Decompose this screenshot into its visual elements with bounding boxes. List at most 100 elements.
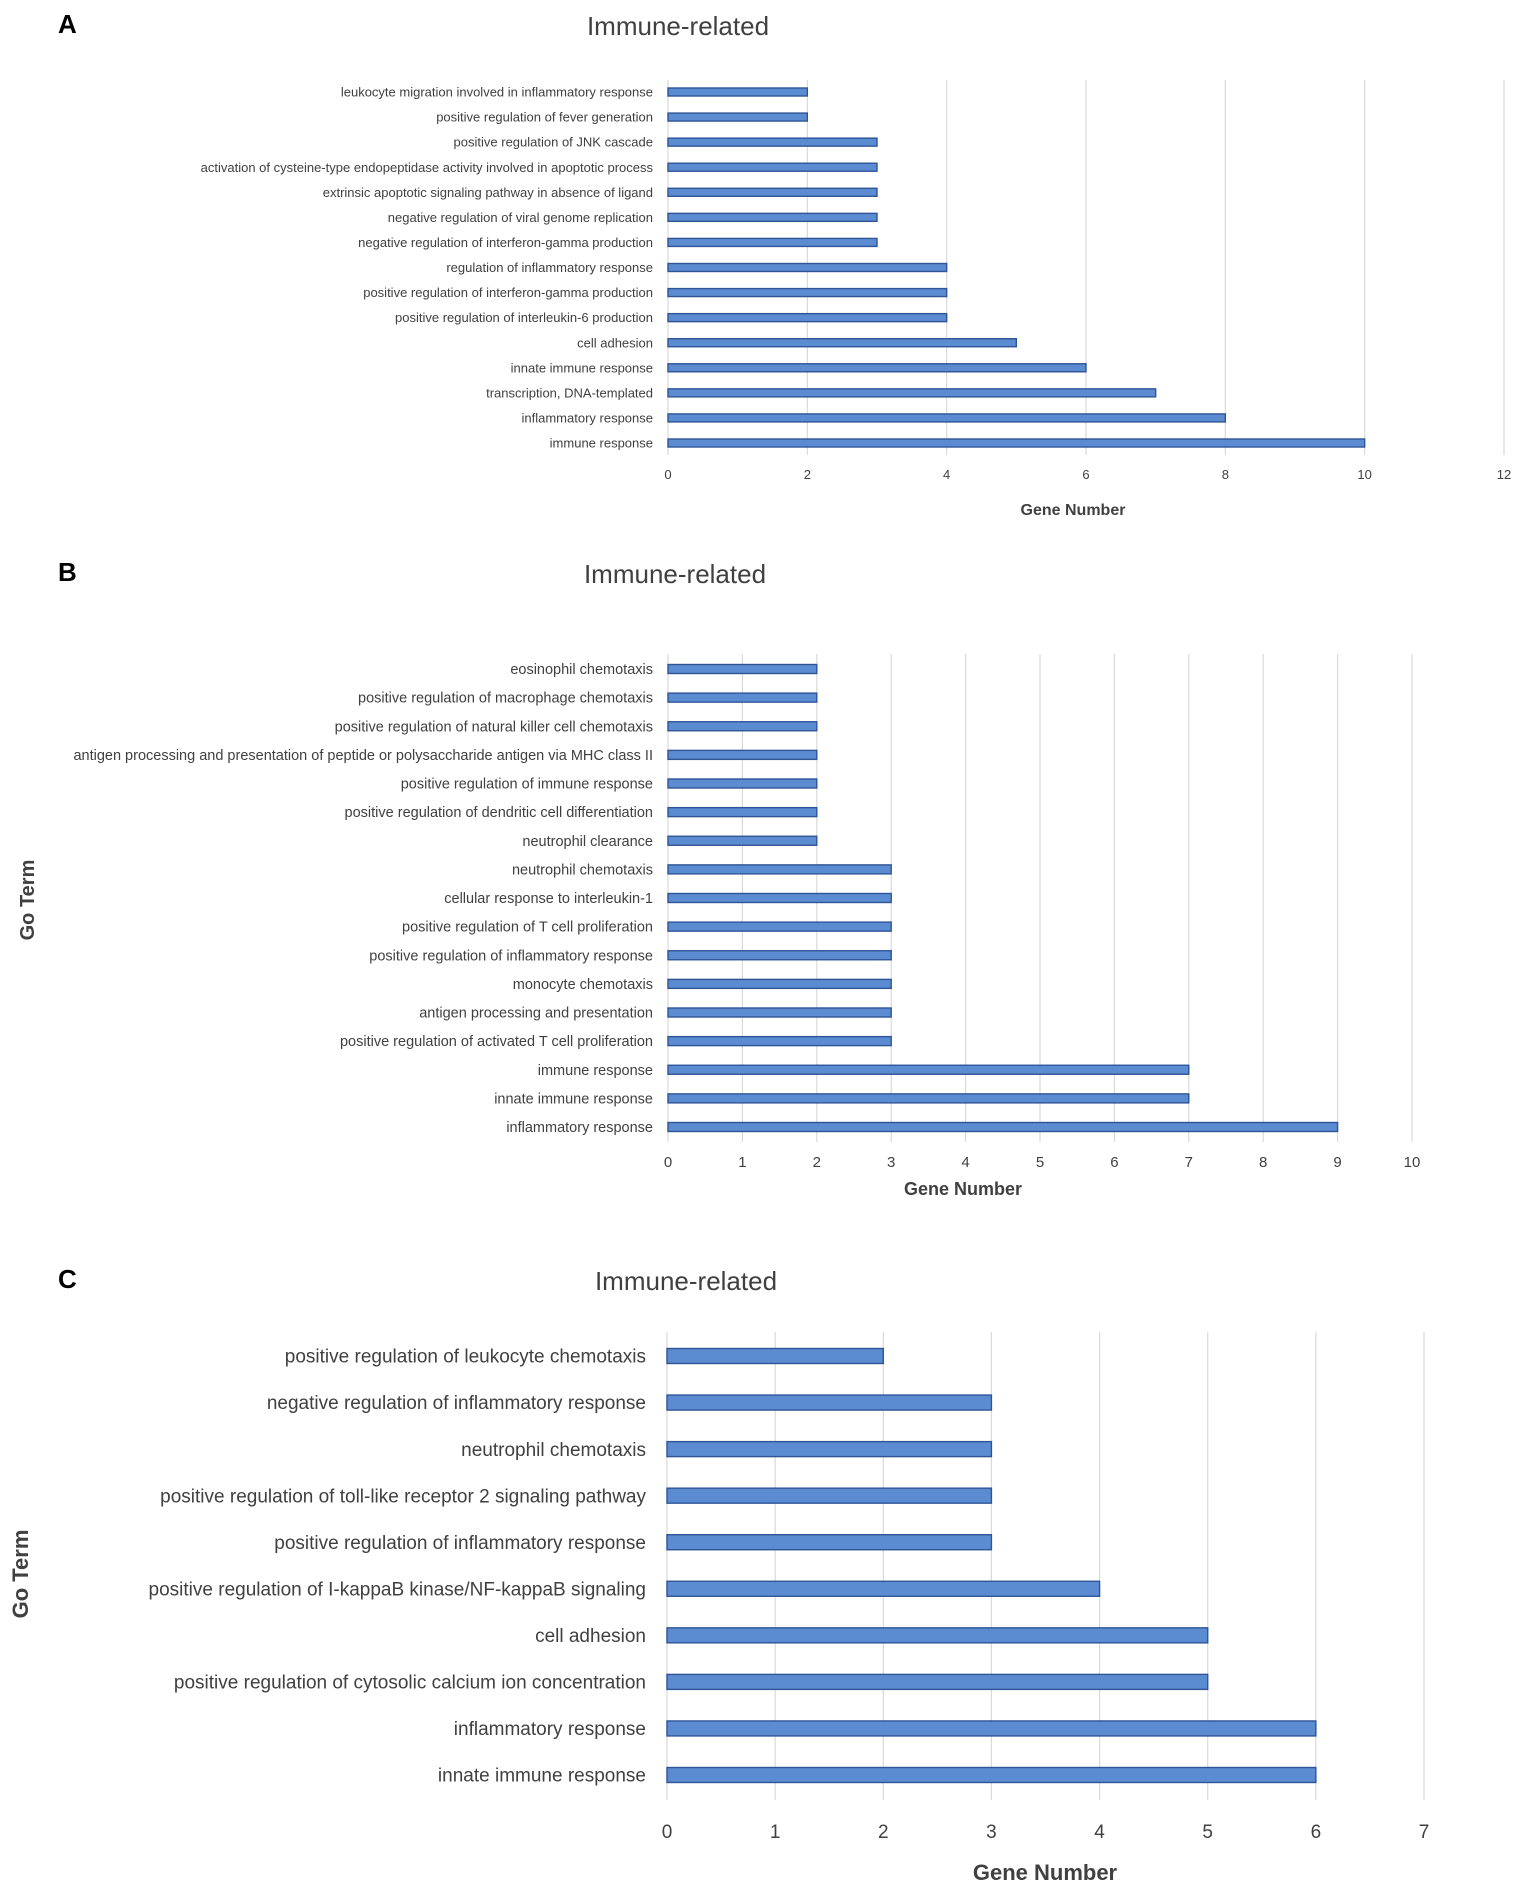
bar-a-8 <box>667 287 948 298</box>
bar-b-6 <box>667 835 818 846</box>
x-tick-a-0: 0 <box>664 467 671 482</box>
bar-c-5 <box>666 1580 1101 1597</box>
category-label-a-8: positive regulation of interferon-gamma … <box>363 285 653 300</box>
bar-a-1 <box>667 112 809 122</box>
x-tick-c-7: 7 <box>1419 1822 1430 1843</box>
chart-a-svg: A Immune-related leukocyte migration inv… <box>58 9 1511 519</box>
category-label-b-4: positive regulation of immune response <box>401 777 653 793</box>
bar-a-7 <box>667 262 948 273</box>
y-axis-label-b: Go Term <box>17 860 39 941</box>
category-label-c-2: neutrophil chemotaxis <box>461 1440 646 1461</box>
bar-a-14 <box>667 438 1366 448</box>
category-label-a-6: negative regulation of interferon-gamma … <box>358 235 653 250</box>
x-tick-c-6: 6 <box>1311 1822 1322 1843</box>
category-label-b-13: positive regulation of activated T cell … <box>340 1034 653 1050</box>
chart-a-title: Immune-related <box>587 11 769 41</box>
bar-a-3 <box>667 162 878 172</box>
panel-letter-c: C <box>58 1264 77 1294</box>
x-tick-a-4: 8 <box>1222 467 1229 482</box>
x-tick-b-7: 7 <box>1185 1154 1193 1171</box>
category-label-a-13: inflammatory response <box>522 410 654 425</box>
category-label-b-8: cellular response to interleukin-1 <box>444 891 653 907</box>
bar-a-4 <box>667 187 878 197</box>
bar-c-6 <box>666 1627 1209 1644</box>
category-label-b-11: monocyte chemotaxis <box>513 977 653 993</box>
category-label-a-10: cell adhesion <box>577 335 653 350</box>
x-tick-b-1: 1 <box>738 1154 746 1171</box>
category-label-a-11: innate immune response <box>511 360 653 375</box>
category-label-b-6: neutrophil clearance <box>522 834 653 850</box>
category-label-b-14: immune response <box>538 1063 653 1079</box>
category-label-b-1: positive regulation of macrophage chemot… <box>358 691 653 707</box>
x-tick-c-5: 5 <box>1202 1822 1213 1843</box>
x-tick-a-2: 4 <box>943 467 950 482</box>
x-tick-c-3: 3 <box>986 1822 997 1843</box>
panel-b: B Immune-related eosinophil chemotaxis po… <box>0 550 1535 1210</box>
panel-letter-a: A <box>58 9 77 39</box>
bar-b-7 <box>667 864 892 875</box>
bar-a-6 <box>667 237 878 248</box>
category-label-c-8: inflammatory response <box>454 1719 646 1740</box>
bar-c-1 <box>666 1394 993 1411</box>
x-axis-label-c: Gene Number <box>973 1860 1118 1885</box>
category-label-c-6: cell adhesion <box>535 1626 646 1647</box>
x-axis-label-a: Gene Number <box>1021 502 1126 519</box>
bar-b-15 <box>667 1093 1190 1104</box>
bar-c-7 <box>666 1673 1209 1691</box>
chart-b-svg: B Immune-related eosinophil chemotaxis po… <box>17 557 1421 1199</box>
category-label-a-5: negative regulation of viral genome repl… <box>388 210 653 225</box>
x-tick-b-4: 4 <box>961 1154 969 1171</box>
bar-c-3 <box>666 1487 993 1504</box>
category-label-c-1: negative regulation of inflammatory resp… <box>267 1393 646 1414</box>
category-label-b-0: eosinophil chemotaxis <box>510 662 653 678</box>
x-tick-b-8: 8 <box>1259 1154 1267 1171</box>
bar-c-8 <box>666 1720 1317 1737</box>
bar-b-16 <box>667 1121 1339 1133</box>
bar-a-12 <box>667 388 1157 398</box>
category-label-a-9: positive regulation of interleukin-6 pro… <box>395 310 653 325</box>
category-label-b-9: positive regulation of T cell proliferat… <box>402 920 653 936</box>
x-tick-b-6: 6 <box>1110 1154 1118 1171</box>
category-label-c-0: positive regulation of leukocyte chemota… <box>285 1347 646 1368</box>
x-tick-c-1: 1 <box>770 1822 781 1843</box>
category-label-b-5: positive regulation of dendritic cell di… <box>345 805 653 821</box>
bar-a-2 <box>667 137 878 147</box>
category-label-b-10: positive regulation of inflammatory resp… <box>369 948 653 964</box>
y-axis-label-c: Go Term <box>8 1530 33 1619</box>
category-label-b-12: antigen processing and presentation <box>419 1006 653 1022</box>
category-label-b-2: positive regulation of natural killer ce… <box>335 719 653 735</box>
x-tick-a-1: 2 <box>804 467 811 482</box>
chart-c-title: Immune-related <box>595 1266 777 1296</box>
bar-b-0 <box>667 663 818 675</box>
x-tick-b-2: 2 <box>813 1154 821 1171</box>
x-tick-b-10: 10 <box>1404 1154 1421 1171</box>
bar-b-8 <box>667 892 892 904</box>
x-tick-a-3: 6 <box>1082 467 1089 482</box>
category-label-b-15: innate immune response <box>494 1091 653 1107</box>
category-label-a-7: regulation of inflammatory response <box>446 260 653 275</box>
x-tick-b-3: 3 <box>887 1154 895 1171</box>
x-tick-b-9: 9 <box>1333 1154 1341 1171</box>
bar-b-10 <box>667 950 892 961</box>
category-label-a-14: immune response <box>550 436 653 451</box>
bar-a-5 <box>667 212 878 223</box>
category-label-b-3: antigen processing and presentation of p… <box>73 748 653 764</box>
chart-b-title: Immune-related <box>584 559 766 589</box>
category-label-c-3: positive regulation of toll-like recepto… <box>160 1486 646 1507</box>
bar-c-0 <box>666 1347 884 1365</box>
category-label-a-0: leukocyte migration involved in inflamma… <box>341 85 653 100</box>
bar-b-2 <box>667 721 818 732</box>
bar-b-5 <box>667 806 818 818</box>
category-label-a-4: extrinsic apoptotic signaling pathway in… <box>323 185 653 200</box>
bar-b-9 <box>667 921 892 932</box>
x-tick-b-5: 5 <box>1036 1154 1044 1171</box>
category-label-a-1: positive regulation of fever generation <box>436 110 653 125</box>
bar-c-9 <box>666 1766 1317 1784</box>
category-label-a-3: activation of cysteine-type endopeptidas… <box>201 160 654 175</box>
x-tick-c-0: 0 <box>662 1822 673 1843</box>
bar-b-4 <box>667 778 818 789</box>
category-label-b-7: neutrophil chemotaxis <box>512 862 653 878</box>
bar-a-9 <box>667 312 948 323</box>
panel-letter-b: B <box>58 557 77 587</box>
panel-c: C Immune-related positive regulation of … <box>0 1255 1535 1899</box>
